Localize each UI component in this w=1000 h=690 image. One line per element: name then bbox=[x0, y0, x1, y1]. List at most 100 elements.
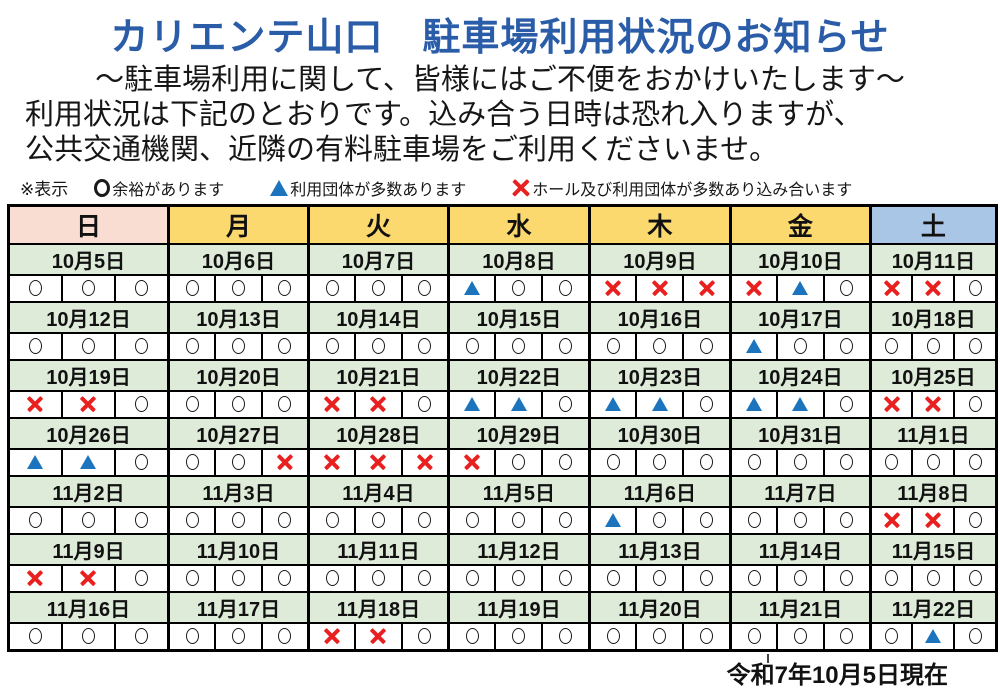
circle-icon bbox=[135, 512, 149, 529]
date-cell: 11月18日 bbox=[306, 591, 450, 624]
status-cell bbox=[354, 332, 403, 361]
circle-icon bbox=[559, 338, 573, 355]
legend: ※表示 余裕があります 利用団体が多数あります ホール及び利用団体が多数あり込み… bbox=[20, 175, 1000, 200]
date-cell: 11月4日 bbox=[306, 475, 450, 508]
circle-icon bbox=[465, 338, 479, 355]
circle-icon bbox=[926, 338, 940, 355]
circle-icon bbox=[135, 280, 149, 297]
week-symbol-row bbox=[7, 332, 998, 361]
circle-icon bbox=[81, 338, 95, 355]
weekday-header-cell: 土 bbox=[868, 204, 998, 245]
cross-icon bbox=[512, 179, 530, 197]
status-cell bbox=[728, 274, 779, 303]
status-cell bbox=[953, 274, 998, 303]
circle-icon bbox=[885, 570, 899, 587]
circle-icon bbox=[840, 396, 854, 413]
date-cell: 11月15日 bbox=[868, 533, 998, 566]
cross-icon bbox=[925, 512, 942, 529]
circle-icon bbox=[559, 628, 573, 645]
status-cell bbox=[7, 564, 63, 593]
week-symbol-row bbox=[7, 564, 998, 593]
circle-icon bbox=[185, 570, 199, 587]
date-cell: 10月12日 bbox=[7, 301, 170, 334]
status-cell bbox=[354, 506, 403, 535]
date-cell: 10月8日 bbox=[446, 243, 591, 276]
status-cell bbox=[354, 274, 403, 303]
cross-icon bbox=[883, 280, 900, 297]
status-cell bbox=[7, 332, 63, 361]
status-cell bbox=[868, 390, 914, 419]
circle-icon bbox=[793, 570, 807, 587]
circle-icon bbox=[653, 338, 667, 355]
circle-icon bbox=[512, 628, 526, 645]
weekday-header-cell: 金 bbox=[728, 204, 872, 245]
circle-icon bbox=[747, 628, 761, 645]
status-cell bbox=[911, 332, 956, 361]
date-cell: 10月16日 bbox=[587, 301, 732, 334]
circle-icon bbox=[28, 628, 42, 645]
circle-icon bbox=[653, 454, 667, 471]
cross-icon bbox=[605, 280, 622, 297]
date-cell: 10月28日 bbox=[306, 417, 450, 450]
status-cell bbox=[354, 622, 403, 651]
circle-icon bbox=[747, 454, 761, 471]
circle-icon bbox=[512, 454, 526, 471]
intro-text: ～駐車場利用に関して、皆様にはご不便をおかけいたします～ 利用状況は下記のとおり… bbox=[0, 63, 1000, 168]
status-cell bbox=[587, 332, 638, 361]
circle-icon bbox=[231, 280, 245, 297]
status-cell bbox=[953, 622, 998, 651]
circle-icon bbox=[231, 396, 245, 413]
circle-icon bbox=[325, 280, 339, 297]
cross-icon bbox=[276, 454, 293, 471]
status-cell bbox=[60, 564, 117, 593]
circle-icon bbox=[371, 570, 385, 587]
date-cell: 10月19日 bbox=[7, 359, 170, 392]
circle-icon bbox=[278, 512, 292, 529]
triangle-icon bbox=[792, 281, 809, 296]
status-cell bbox=[822, 622, 872, 651]
status-cell bbox=[306, 564, 357, 593]
triangle-icon bbox=[651, 397, 668, 412]
circle-icon bbox=[968, 570, 982, 587]
status-cell bbox=[260, 448, 310, 477]
circle-icon bbox=[325, 512, 339, 529]
status-cell bbox=[494, 506, 544, 535]
status-cell bbox=[494, 622, 544, 651]
status-cell bbox=[776, 622, 825, 651]
intro-line-2: 利用状況は下記のとおりです。込み合う日時は恐れ入りますが、 bbox=[25, 99, 863, 131]
circle-icon bbox=[559, 570, 573, 587]
status-cell bbox=[911, 390, 956, 419]
legend-item-available: 余裕があります bbox=[94, 176, 224, 200]
date-cell: 10月22日 bbox=[446, 359, 591, 392]
circle-icon bbox=[606, 338, 620, 355]
status-cell bbox=[587, 448, 638, 477]
status-cell bbox=[494, 332, 544, 361]
date-cell: 11月3日 bbox=[166, 475, 310, 508]
weekday-header-cell: 火 bbox=[306, 204, 450, 245]
status-cell bbox=[911, 564, 956, 593]
status-cell bbox=[635, 448, 685, 477]
status-cell bbox=[400, 564, 450, 593]
cross-icon bbox=[27, 570, 44, 587]
status-cell bbox=[7, 622, 63, 651]
status-cell bbox=[635, 506, 685, 535]
status-cell bbox=[7, 390, 63, 419]
status-cell bbox=[911, 274, 956, 303]
status-cell bbox=[166, 274, 217, 303]
circle-icon bbox=[231, 512, 245, 529]
status-cell bbox=[306, 332, 357, 361]
status-cell bbox=[214, 274, 263, 303]
status-cell bbox=[776, 506, 825, 535]
status-cell bbox=[682, 564, 732, 593]
triangle-icon bbox=[925, 629, 942, 644]
cross-icon bbox=[883, 396, 900, 413]
date-cell: 11月22日 bbox=[868, 591, 998, 624]
status-cell bbox=[541, 332, 591, 361]
circle-icon bbox=[968, 512, 982, 529]
circle-icon bbox=[418, 512, 432, 529]
status-cell bbox=[446, 448, 497, 477]
intro-line-1: ～駐車場利用に関して、皆様にはご不便をおかけいたします～ bbox=[95, 64, 905, 96]
date-cell: 11月11日 bbox=[306, 533, 450, 566]
date-cell: 10月5日 bbox=[7, 243, 170, 276]
status-cell bbox=[7, 506, 63, 535]
